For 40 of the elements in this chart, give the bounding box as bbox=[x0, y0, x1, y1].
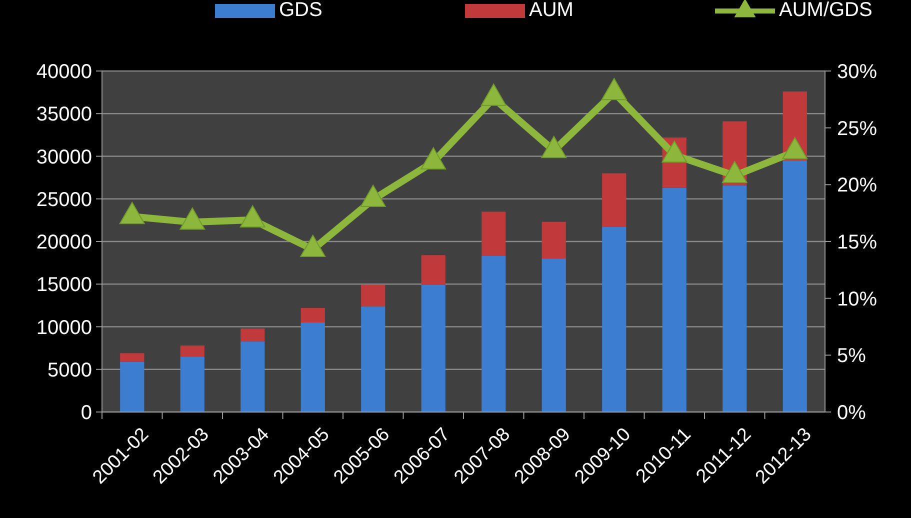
bar bbox=[240, 341, 265, 412]
y2-tick-label: 0% bbox=[837, 402, 866, 424]
bar bbox=[361, 284, 386, 306]
bar bbox=[482, 256, 506, 412]
y2-tick-label: 5% bbox=[837, 345, 866, 368]
bar bbox=[722, 185, 747, 412]
bar bbox=[240, 328, 265, 342]
bar bbox=[602, 227, 626, 412]
legend-label: GDS bbox=[279, 0, 322, 21]
y-tick-label: 40000 bbox=[36, 61, 92, 83]
bar bbox=[361, 306, 386, 412]
bar bbox=[300, 308, 325, 322]
bar bbox=[662, 188, 686, 412]
y2-tick-label: 20% bbox=[837, 174, 878, 197]
y-tick-label: 35000 bbox=[36, 104, 92, 126]
y2-tick-label: 10% bbox=[837, 288, 878, 310]
bar bbox=[542, 258, 566, 412]
bar bbox=[421, 255, 446, 285]
bar bbox=[602, 173, 626, 228]
bar bbox=[482, 212, 506, 256]
bar bbox=[300, 322, 325, 412]
y-tick-label: 30000 bbox=[36, 146, 92, 168]
y-tick-label: 10000 bbox=[36, 316, 92, 339]
legend-label: AUM bbox=[529, 0, 574, 21]
bar bbox=[180, 356, 204, 412]
y-tick-label: 15000 bbox=[36, 274, 92, 296]
bar bbox=[542, 222, 566, 259]
y-tick-label: 0 bbox=[80, 402, 92, 424]
y-tick-label: 25000 bbox=[36, 188, 92, 211]
bar bbox=[180, 346, 204, 357]
legend-label: AUM/GDS bbox=[779, 0, 872, 21]
bar bbox=[120, 353, 144, 362]
y-tick-label: 5000 bbox=[48, 359, 92, 382]
bar bbox=[782, 160, 807, 412]
bar bbox=[120, 362, 144, 412]
y2-tick-label: 15% bbox=[837, 232, 878, 254]
y-tick-label: 20000 bbox=[36, 232, 92, 254]
y2-tick-label: 30% bbox=[837, 61, 878, 83]
y2-tick-label: 25% bbox=[837, 118, 878, 140]
bar bbox=[421, 284, 446, 412]
